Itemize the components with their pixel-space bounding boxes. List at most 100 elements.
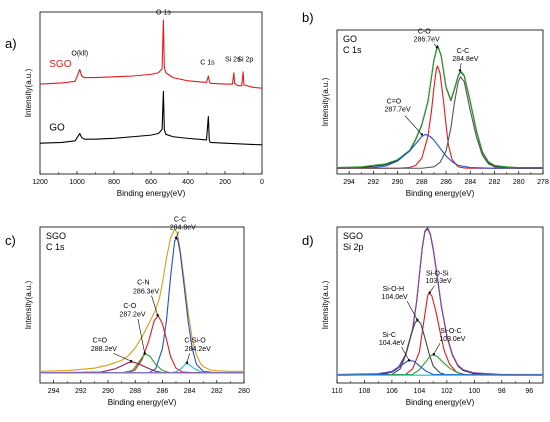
x-tick-label: 106 [386, 388, 398, 395]
plot-frame [39, 226, 245, 384]
x-tick-label: 286 [440, 179, 452, 186]
y-axis-label: Intensity(a.u.) [321, 77, 330, 126]
series-line-6 [336, 359, 544, 376]
panel-region-label: SGO [343, 231, 363, 241]
series-line-4 [336, 320, 544, 376]
panel-letter: a) [5, 36, 17, 51]
x-tick-label: 290 [392, 179, 404, 186]
y-axis-label: Intensity(a.u.) [24, 280, 33, 329]
annotation-label: C=O [387, 98, 402, 105]
panel-letter: d) [302, 233, 314, 248]
plot-frame [39, 11, 263, 175]
annotation-label: 284.8eV [170, 224, 196, 231]
leader-line [406, 300, 418, 320]
panel-region-label: GO [343, 34, 357, 44]
chart-panel-2: b) 294 292 290 288 286 284 282 280 278 Binding ene… [302, 10, 549, 198]
chart-panel-3: c) 294 292 290 288 286 284 282 280 Binding energy… [5, 217, 250, 407]
annotation-label: 103.0eV [439, 336, 465, 343]
leader-line [429, 285, 435, 293]
x-tick-label: 100 [468, 388, 480, 395]
y-axis-label: Intensity(a.u.) [24, 68, 33, 117]
leader-line [433, 343, 441, 355]
x-tick-label: 294 [48, 388, 60, 395]
annotation-label: Si-O-Si [426, 270, 449, 277]
x-tick-label: 110 [331, 388, 342, 395]
series-line-3 [337, 65, 543, 169]
leader-line [186, 353, 190, 363]
panel-region-label: C 1s [343, 45, 362, 55]
plot-frame [336, 29, 544, 175]
annotation-label: O 1s [156, 9, 171, 16]
annotation-label: 287.2eV [119, 312, 145, 319]
series-line-1 [336, 228, 543, 376]
x-tick-label: 282 [211, 388, 223, 395]
series-line-4 [40, 353, 245, 374]
x-tick-label: 284 [464, 179, 476, 186]
leader-dot [420, 133, 424, 136]
x-tick-label: 600 [145, 179, 157, 186]
annotation-label: C-N [137, 280, 149, 287]
chart-panel-1: a) 1200 1000 800 600 400 200 0 Binding energy(eV… [5, 9, 264, 198]
series-line-3 [336, 292, 544, 376]
annotation-label: C 1s [200, 60, 215, 67]
series-line-5 [336, 354, 544, 376]
x-axis-label: Binding energy(eV) [108, 398, 177, 407]
leader-line [404, 115, 423, 135]
leader-dot [435, 46, 439, 49]
x-tick-label: 200 [219, 179, 231, 186]
series-line-1 [336, 45, 543, 169]
x-tick-label: 1200 [32, 179, 48, 186]
x-tick-label: 104 [414, 388, 426, 395]
leader-line [137, 318, 146, 354]
x-tick-label: 284 [184, 388, 196, 395]
annotation-label: 288.2eV [91, 346, 117, 353]
annotation-label: O(kll) [71, 51, 88, 58]
x-tick-label: 280 [513, 179, 525, 186]
annotation-label: C-Si-O [184, 337, 206, 344]
y-axis-label: Intensity(a.u.) [321, 280, 330, 329]
annotation-label: Si-C [382, 332, 396, 339]
plot-frame [336, 226, 544, 384]
x-tick-label: 292 [368, 179, 380, 186]
leader-dot [428, 291, 431, 294]
annotation-label: 287.7eV [385, 106, 411, 113]
leader-line [151, 295, 158, 316]
x-tick-label: 280 [238, 388, 250, 395]
annotation-label: 286.3eV [133, 288, 159, 295]
leader-dot [174, 236, 178, 240]
panel-letter: b) [302, 10, 314, 25]
series-line-2 [336, 227, 543, 375]
leader-line [401, 346, 410, 361]
x-tick-label: 102 [441, 388, 453, 395]
annotation-label: C-O [123, 303, 136, 310]
chart-panel-4: d) 110 108 106 104 102 100 98 96 Binding energy(e… [302, 226, 544, 407]
leader-dot [129, 359, 133, 363]
leader-line [459, 63, 462, 71]
series-line-1 [39, 228, 244, 372]
x-tick-label: 288 [416, 179, 428, 186]
x-tick-label: 278 [537, 179, 549, 186]
x-tick-label: 400 [182, 179, 194, 186]
panel-region-label: Si 2p [343, 242, 364, 252]
x-tick-label: 288 [129, 388, 141, 395]
leader-dot [416, 318, 419, 322]
leader-dot [143, 352, 146, 355]
x-axis-label: Binding energy(eV) [117, 189, 186, 198]
annotation-label: Si 2p [237, 56, 253, 63]
annotation-label: 104.0eV [382, 294, 408, 301]
leader-dot [432, 352, 436, 356]
x-tick-label: 1000 [69, 179, 85, 186]
annotation-label: C-C [457, 48, 469, 55]
x-axis-label: Binding energy(eV) [406, 189, 475, 198]
leader-dot [458, 69, 462, 72]
x-axis-label: Binding energy(eV) [406, 398, 475, 407]
x-tick-label: 98 [498, 388, 506, 395]
x-tick-label: 290 [102, 388, 114, 395]
annotation-label: 104.4eV [379, 340, 405, 347]
series-line-2 [336, 44, 543, 169]
series-line-3 [40, 315, 244, 374]
annotation-label: Si 2s [225, 56, 241, 63]
x-tick-label: 282 [489, 179, 501, 186]
annotation-label: GO [49, 122, 65, 133]
